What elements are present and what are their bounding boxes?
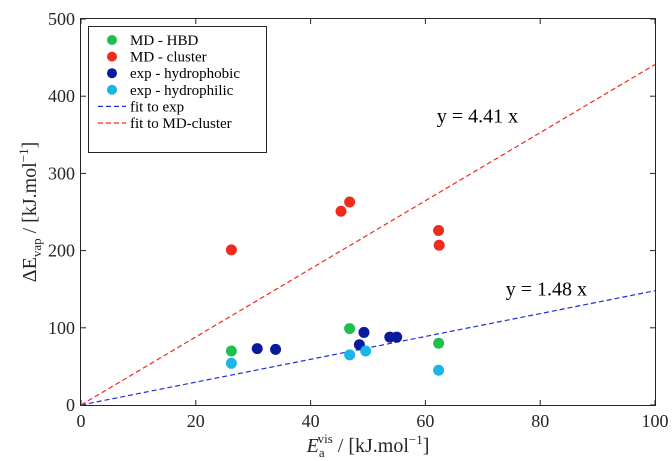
data-point-series-3	[344, 349, 356, 361]
y-tick-label: 500	[48, 9, 75, 29]
data-point-series-0	[344, 323, 356, 335]
y-axis-label: ΔEvap / [kJ.mol−1]	[16, 142, 44, 283]
x-tick-label: 20	[187, 411, 205, 431]
x-axis-label: Eavis / [kJ.mol−1]	[306, 431, 430, 460]
data-point-series-3	[433, 364, 445, 376]
fit-annotation-md-cluster: y = 4.41 x	[437, 105, 518, 127]
x-tick-label: 100	[642, 411, 669, 431]
legend-label: exp - hydrophobic	[130, 66, 240, 82]
fit-annotation-exp: y = 1.48 x	[506, 278, 587, 300]
x-tick-label: 80	[531, 411, 549, 431]
data-point-series-1	[335, 205, 347, 217]
data-point-series-3	[225, 357, 237, 369]
legend-marker-2	[107, 68, 117, 79]
x-tick-label: 0	[77, 411, 86, 431]
axis-ticks: 0 20 40 60 80 100 0 100 200 300 400 500	[48, 9, 669, 431]
legend-marker-0	[107, 35, 117, 45]
legend-marker-1	[107, 51, 117, 62]
legend-label: exp - hydrophilic	[130, 83, 234, 99]
data-point-series-0	[225, 345, 237, 357]
x-tick-label: 60	[416, 411, 434, 431]
legend-marker-3	[107, 84, 117, 95]
y-tick-label: 100	[48, 318, 75, 338]
data-point-series-2	[251, 343, 263, 355]
legend-label: MD - cluster	[130, 50, 207, 66]
legend-label: MD - HBD	[130, 33, 199, 49]
data-point-series-0	[433, 337, 445, 349]
legend-label: fit to MD-cluster	[130, 116, 232, 132]
data-point-series-1	[344, 196, 356, 208]
y-tick-label: 0	[66, 395, 75, 415]
legend-box	[88, 26, 267, 153]
data-point-series-2	[358, 326, 370, 338]
y-tick-label: 200	[48, 241, 75, 261]
y-tick-label: 300	[48, 163, 75, 183]
data-points	[225, 196, 445, 376]
x-tick-label: 40	[302, 411, 320, 431]
y-tick-label: 400	[48, 86, 75, 106]
data-point-series-1	[433, 225, 445, 237]
data-point-series-3	[360, 345, 372, 357]
data-point-series-2	[270, 343, 282, 355]
legend-label: fit to exp	[130, 99, 184, 115]
fit-line-1	[80, 64, 656, 406]
data-point-series-1	[225, 244, 237, 256]
data-point-series-2	[391, 331, 403, 343]
data-point-series-1	[433, 239, 445, 251]
